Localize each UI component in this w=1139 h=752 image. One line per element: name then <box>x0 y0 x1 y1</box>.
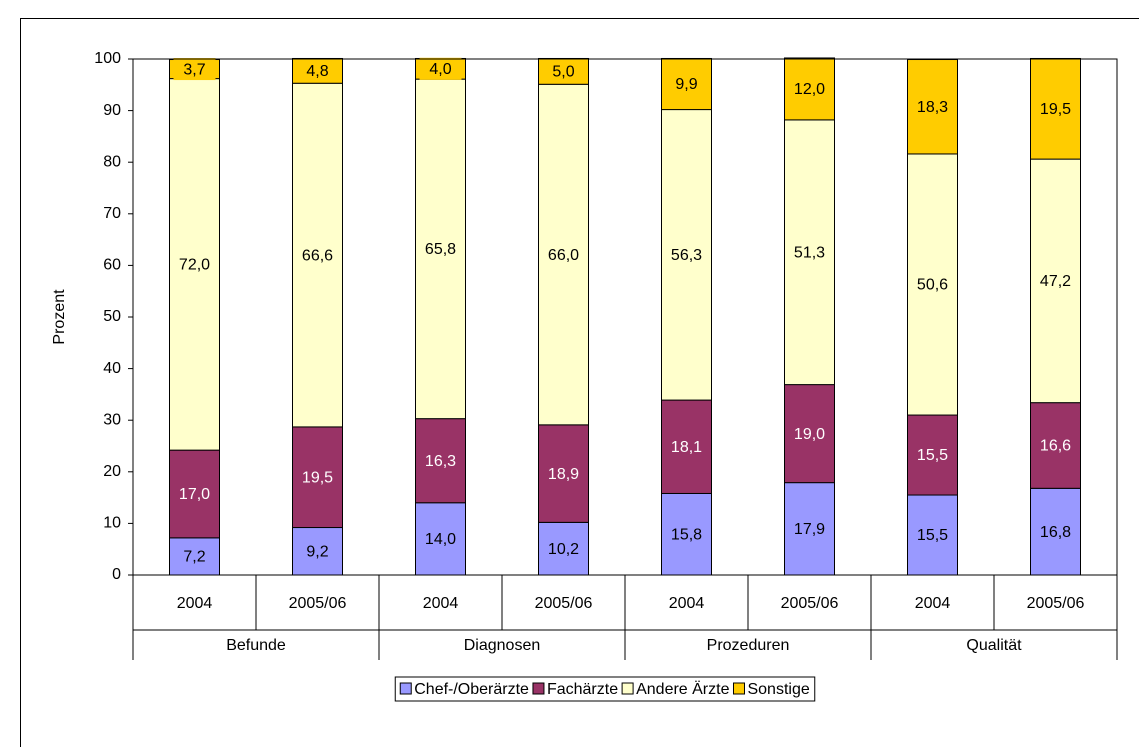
data-label: 10,2 <box>548 541 579 558</box>
y-tick-label: 90 <box>103 102 121 119</box>
data-label: 51,3 <box>794 244 825 261</box>
data-label: 15,5 <box>917 447 948 464</box>
y-axis-label: Prozent <box>51 289 68 345</box>
data-label: 4,8 <box>306 63 328 80</box>
data-label: 19,5 <box>1040 101 1071 118</box>
x-tick-label: 2005/06 <box>1027 595 1085 612</box>
data-label: 66,0 <box>548 247 579 264</box>
group-label: Qualität <box>966 637 1022 654</box>
data-label: 18,1 <box>671 439 702 456</box>
data-label: 16,3 <box>425 453 456 470</box>
y-tick-label: 40 <box>103 360 121 377</box>
data-label: 9,9 <box>675 76 697 93</box>
legend-swatch <box>400 683 411 694</box>
legend-swatch <box>622 683 633 694</box>
y-tick-label: 10 <box>103 515 121 532</box>
data-label: 5,0 <box>552 64 574 81</box>
y-tick-label: 20 <box>103 463 121 480</box>
group-label: Prozeduren <box>707 637 790 654</box>
group-label: Diagnosen <box>464 637 541 654</box>
data-label: 66,6 <box>302 247 333 264</box>
legend-swatch <box>733 683 744 694</box>
y-tick-label: 60 <box>103 257 121 274</box>
y-tick-label: 0 <box>112 566 121 583</box>
group-label: Befunde <box>226 637 286 654</box>
legend-label: Sonstige <box>747 681 809 698</box>
x-tick-label: 2005/06 <box>781 595 839 612</box>
data-label: 56,3 <box>671 247 702 264</box>
data-label: 16,8 <box>1040 524 1071 541</box>
data-label: 17,0 <box>179 486 210 503</box>
data-label: 17,9 <box>794 521 825 538</box>
data-label: 65,8 <box>425 241 456 258</box>
x-tick-label: 2004 <box>669 595 705 612</box>
legend: Chef-/Oberärzte Fachärzte Andere Ärzte Sons… <box>395 677 815 701</box>
y-tick-label: 30 <box>103 411 121 428</box>
data-label: 18,9 <box>548 466 579 483</box>
x-tick-label: 2004 <box>915 595 951 612</box>
x-tick-label: 2005/06 <box>289 595 347 612</box>
y-tick-label: 100 <box>94 50 121 67</box>
data-label: 72,0 <box>179 257 210 274</box>
data-label: 19,0 <box>794 426 825 443</box>
x-tick-label: 2004 <box>423 595 459 612</box>
x-tick-label: 2004 <box>177 595 213 612</box>
data-label: 14,0 <box>425 531 456 548</box>
data-label: 15,8 <box>671 526 702 543</box>
x-tick-label: 2005/06 <box>535 595 593 612</box>
data-label: 19,5 <box>302 469 333 486</box>
data-label: 18,3 <box>917 99 948 116</box>
legend-label: Chef-/Oberärzte <box>414 681 529 698</box>
data-label: 7,2 <box>183 549 205 566</box>
legend-label: Andere Ärzte <box>636 680 729 698</box>
data-label: 16,6 <box>1040 438 1071 455</box>
y-tick-label: 50 <box>103 308 121 325</box>
data-label: 3,7 <box>183 61 205 78</box>
data-label: 15,5 <box>917 527 948 544</box>
legend-label: Fachärzte <box>547 681 618 698</box>
data-label: 50,6 <box>917 277 948 294</box>
data-label: 9,2 <box>306 543 328 560</box>
legend-swatch <box>533 683 544 694</box>
data-label: 12,0 <box>794 81 825 98</box>
y-tick-label: 80 <box>103 153 121 170</box>
data-label: 47,2 <box>1040 273 1071 290</box>
data-label: 4,0 <box>429 61 451 78</box>
y-tick-label: 70 <box>103 205 121 222</box>
